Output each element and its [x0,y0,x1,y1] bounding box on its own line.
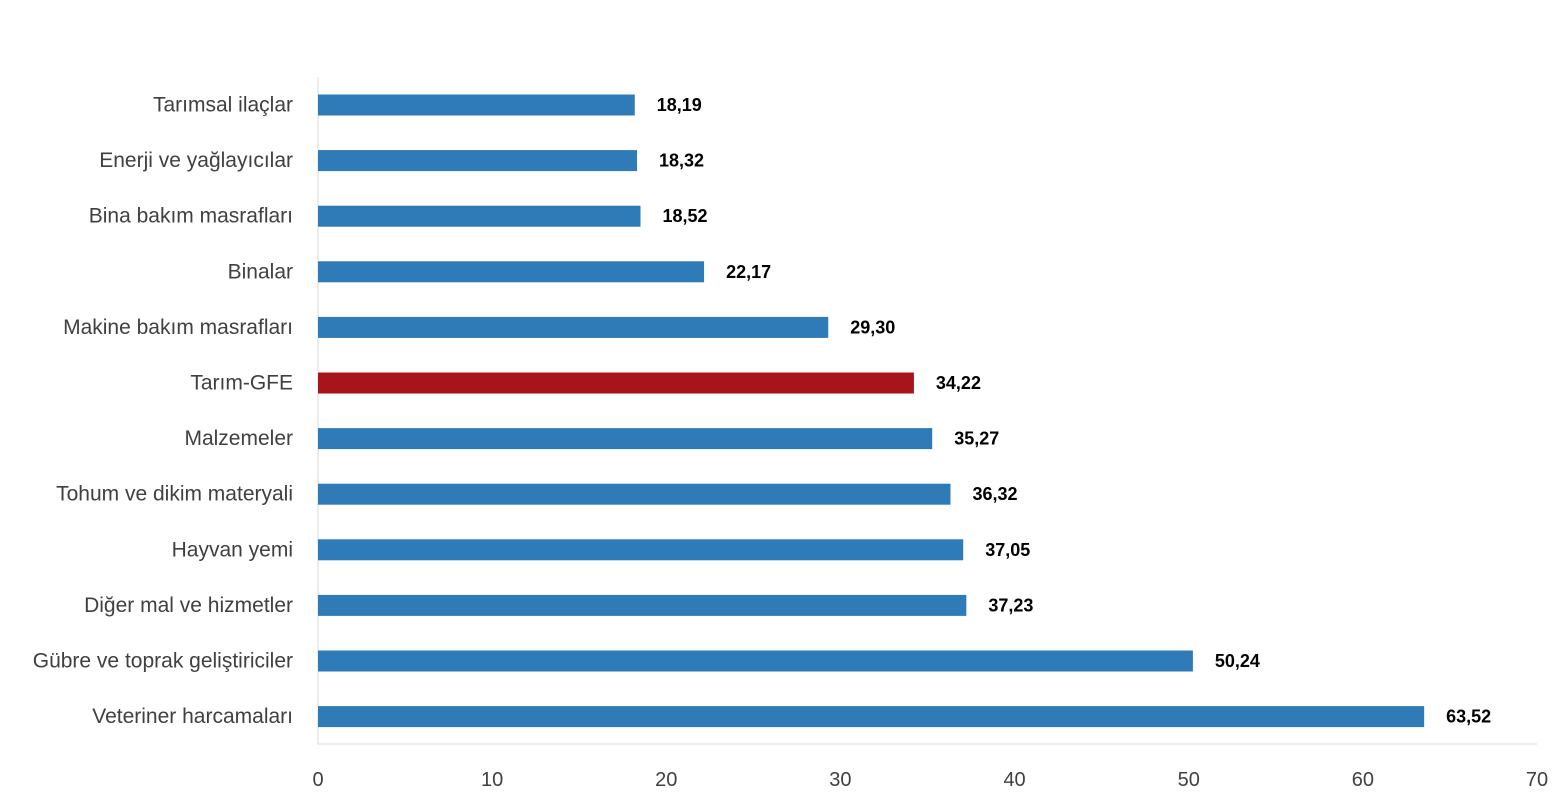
category-label-4: Makine bakım masrafları [63,316,293,339]
category-label-2: Bina bakım masrafları [89,205,293,228]
value-label-2: 18,52 [663,206,708,226]
x-tick-label-2: 20 [655,769,677,791]
x-tick-label-3: 30 [829,769,851,791]
x-tick-label-4: 40 [1003,769,1025,791]
x-tick-label-1: 10 [481,769,503,791]
bar-0 [318,94,635,116]
bar-1 [318,150,638,172]
value-label-8: 37,05 [985,540,1030,560]
bar-2 [318,205,641,227]
x-tick-label-0: 0 [312,769,323,791]
category-label-7: Tohum ve dikim materyali [56,483,293,506]
bar-9 [318,594,967,616]
value-label-10: 50,24 [1215,651,1260,671]
value-label-1: 18,32 [659,151,704,171]
value-label-11: 63,52 [1446,707,1491,727]
x-tick-label-6: 60 [1352,769,1374,791]
value-label-4: 29,30 [850,317,895,337]
category-label-9: Diğer mal ve hizmetler [84,594,293,617]
value-label-0: 18,19 [657,95,702,115]
category-label-10: Gübre ve toprak geliştiriciler [33,650,293,673]
bar-3 [318,261,705,283]
value-label-5: 34,22 [936,373,981,393]
category-label-3: Binalar [228,260,293,283]
x-tick-label-7: 70 [1526,769,1548,791]
bar-11 [318,706,1425,728]
bar-6 [318,428,933,450]
category-label-6: Malzemeler [184,427,293,450]
value-label-7: 36,32 [972,484,1017,504]
bar-7 [318,483,951,505]
category-label-1: Enerji ve yağlayıcılar [99,149,293,172]
category-label-8: Hayvan yemi [172,538,293,561]
x-tick-label-5: 50 [1178,769,1200,791]
value-label-9: 37,23 [988,595,1033,615]
category-label-5: Tarım-GFE [190,372,293,395]
category-label-0: Tarımsal ilaçlar [153,94,293,117]
bar-10 [318,650,1193,672]
bar-5 [318,372,914,394]
bar-4 [318,316,829,338]
category-label-11: Veteriner harcamaları [92,705,293,728]
bar-8 [318,539,964,561]
value-label-3: 22,17 [726,262,771,282]
value-label-6: 35,27 [954,429,999,449]
